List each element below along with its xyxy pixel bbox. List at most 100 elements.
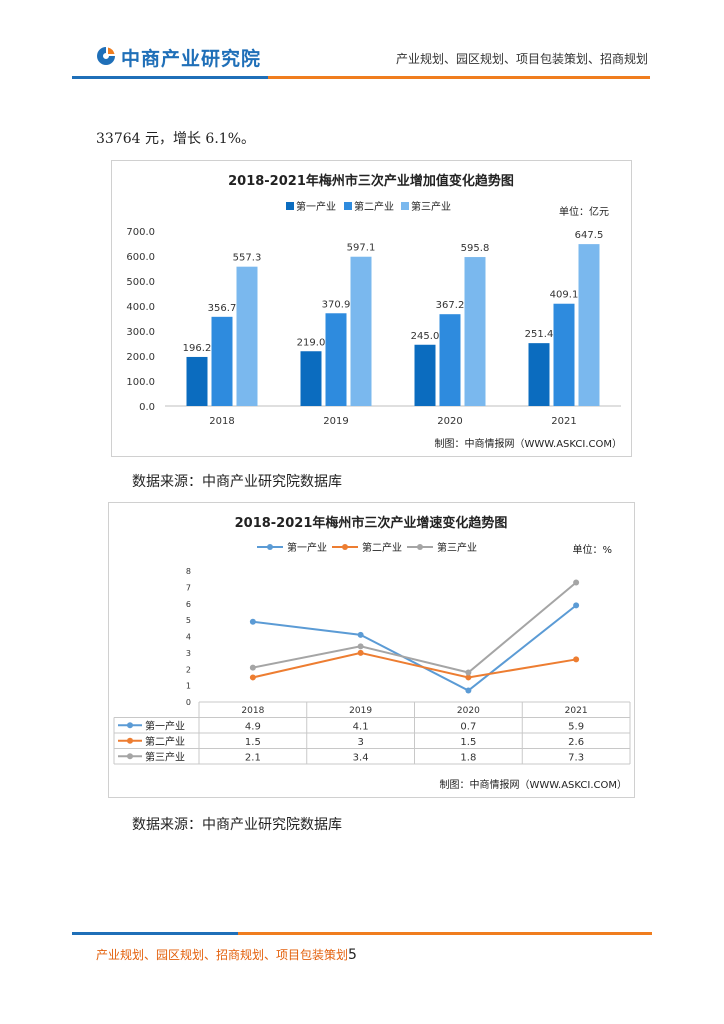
- unit-label: 单位：%: [572, 543, 612, 556]
- data-label: 595.8: [461, 243, 490, 254]
- data-label: 597.1: [347, 243, 376, 254]
- series-line: [252, 651, 577, 679]
- legend-label: 第一产业: [287, 541, 327, 554]
- unit-label: 单位：亿元: [559, 205, 609, 218]
- chart-legend: 第一产业 第二产业 第三产业: [257, 541, 477, 554]
- data-point: [573, 579, 580, 586]
- x-tick-label: 2018: [209, 416, 234, 427]
- table-row-label: 第三产业: [145, 750, 185, 763]
- bar: [464, 257, 486, 406]
- bar-chart-frame: 2018-2021年梅州市三次产业增加值变化趋势图 第一产业 第二产业 第三产业…: [111, 160, 632, 457]
- bar: [350, 256, 372, 406]
- source-note-2: 数据来源：中商产业研究院数据库: [132, 817, 342, 833]
- chart-title: 2018-2021年梅州市三次产业增速变化趋势图: [235, 515, 508, 531]
- table-legend-marker: [127, 737, 133, 744]
- footer-tagline: 产业规划、园区规划、招商规划、项目包装策划: [96, 948, 349, 962]
- legend-marker: [417, 544, 423, 550]
- bar: [236, 266, 258, 406]
- table-cell: 4.9: [245, 721, 261, 732]
- table-row-label: 第一产业: [145, 719, 185, 732]
- bar: [186, 356, 208, 406]
- table-header-cell: 2018: [241, 706, 264, 716]
- data-point: [357, 649, 364, 656]
- data-label: 356.7: [208, 303, 237, 314]
- legend-label-3: 第三产业: [411, 200, 451, 213]
- data-point: [357, 631, 364, 638]
- legend-label: 第三产业: [437, 541, 477, 554]
- legend-label: 第二产业: [362, 541, 402, 554]
- x-tick-label: 2020: [437, 416, 462, 427]
- y-axis: 0 1 2 3 4 5 6 7 8: [186, 567, 191, 707]
- table-cell: 5.9: [568, 721, 584, 732]
- legend-swatch-2: [344, 202, 352, 210]
- chart-title: 2018-2021年梅州市三次产业增加值变化趋势图: [228, 173, 514, 189]
- data-point: [249, 674, 256, 681]
- chart-credit: 制图：中商情报网（WWW.ASKCI.COM）: [435, 437, 623, 450]
- data-label: 647.5: [575, 230, 604, 241]
- bar-chart: 2018-2021年梅州市三次产业增加值变化趋势图 第一产业 第二产业 第三产业…: [126, 173, 623, 450]
- y-tick-label: 200.0: [126, 352, 155, 363]
- data-point: [465, 669, 472, 676]
- legend-label-2: 第二产业: [354, 200, 394, 213]
- header-tagline: 产业规划、园区规划、项目包装策划、招商规划: [395, 52, 648, 66]
- footer-text: 产业规划、园区规划、招商规划、项目包装策划5: [96, 946, 357, 963]
- table-cell: 3: [357, 737, 363, 748]
- logo-icon: [97, 47, 115, 65]
- bar: [300, 351, 322, 406]
- y-tick-label: 300.0: [126, 327, 155, 338]
- y-tick-label: 7: [186, 583, 191, 592]
- table-cell: 0.7: [460, 721, 476, 732]
- legend-swatch-3: [401, 202, 409, 210]
- data-label: 251.4: [525, 329, 554, 340]
- table-cell: 1.5: [245, 737, 261, 748]
- bar-series: 196.2 356.7 557.3 219.0 370.9 597.1 245.0 367.2…: [183, 230, 604, 406]
- legend-marker: [342, 544, 348, 550]
- footer-divider-orange: [238, 932, 652, 935]
- table-cell: 1.8: [460, 752, 476, 763]
- bar: [414, 344, 436, 406]
- series-line: [252, 581, 577, 674]
- bar: [528, 343, 550, 406]
- table-legend-marker: [127, 753, 133, 760]
- data-label: 409.1: [550, 290, 579, 301]
- data-label: 370.9: [322, 299, 351, 310]
- table-cell: 1.5: [460, 737, 476, 748]
- logo-text: 中商产业研究院: [121, 48, 262, 70]
- table-cell: 3.4: [353, 752, 369, 763]
- data-point: [573, 602, 580, 609]
- y-tick-label: 2: [186, 665, 191, 674]
- y-tick-label: 500.0: [126, 277, 155, 288]
- line-chart-frame: 2018-2021年梅州市三次产业增速变化趋势图 第一产业 第二产业 第三产业 单位…: [108, 502, 635, 798]
- data-label: 196.2: [183, 343, 212, 354]
- data-point: [573, 656, 580, 663]
- data-point: [249, 618, 256, 625]
- y-tick-label: 4: [186, 633, 191, 642]
- bar: [325, 313, 347, 406]
- intro-paragraph: 33764 元，增长 6.1%。: [96, 131, 256, 147]
- data-label: 367.2: [436, 300, 465, 311]
- y-tick-label: 5: [186, 616, 191, 625]
- x-axis: 2018 2019 2020 2021: [209, 416, 576, 427]
- x-tick-label: 2019: [323, 416, 348, 427]
- table-cell: 7.3: [568, 752, 584, 763]
- data-label: 245.0: [411, 331, 440, 342]
- y-tick-label: 700.0: [126, 227, 155, 238]
- table-cell: 4.1: [353, 721, 369, 732]
- data-point: [465, 687, 472, 694]
- table-cell: 2.6: [568, 737, 584, 748]
- header-divider-orange: [268, 76, 650, 79]
- data-point: [465, 674, 472, 681]
- data-point: [249, 664, 256, 671]
- page-number: 5: [348, 947, 357, 963]
- legend-marker: [267, 544, 273, 550]
- y-tick-label: 3: [186, 649, 191, 658]
- bar: [439, 314, 461, 406]
- table-row-label: 第二产业: [145, 735, 185, 748]
- y-tick-label: 600.0: [126, 252, 155, 263]
- source-note-1: 数据来源：中商产业研究院数据库: [132, 474, 342, 490]
- legend-swatch-1: [286, 202, 294, 210]
- y-tick-label: 400.0: [126, 302, 155, 313]
- line-chart: 2018-2021年梅州市三次产业增速变化趋势图 第一产业 第二产业 第三产业 单位…: [113, 515, 631, 791]
- chart-legend: 第一产业 第二产业 第三产业: [286, 200, 451, 213]
- series-line: [252, 604, 577, 692]
